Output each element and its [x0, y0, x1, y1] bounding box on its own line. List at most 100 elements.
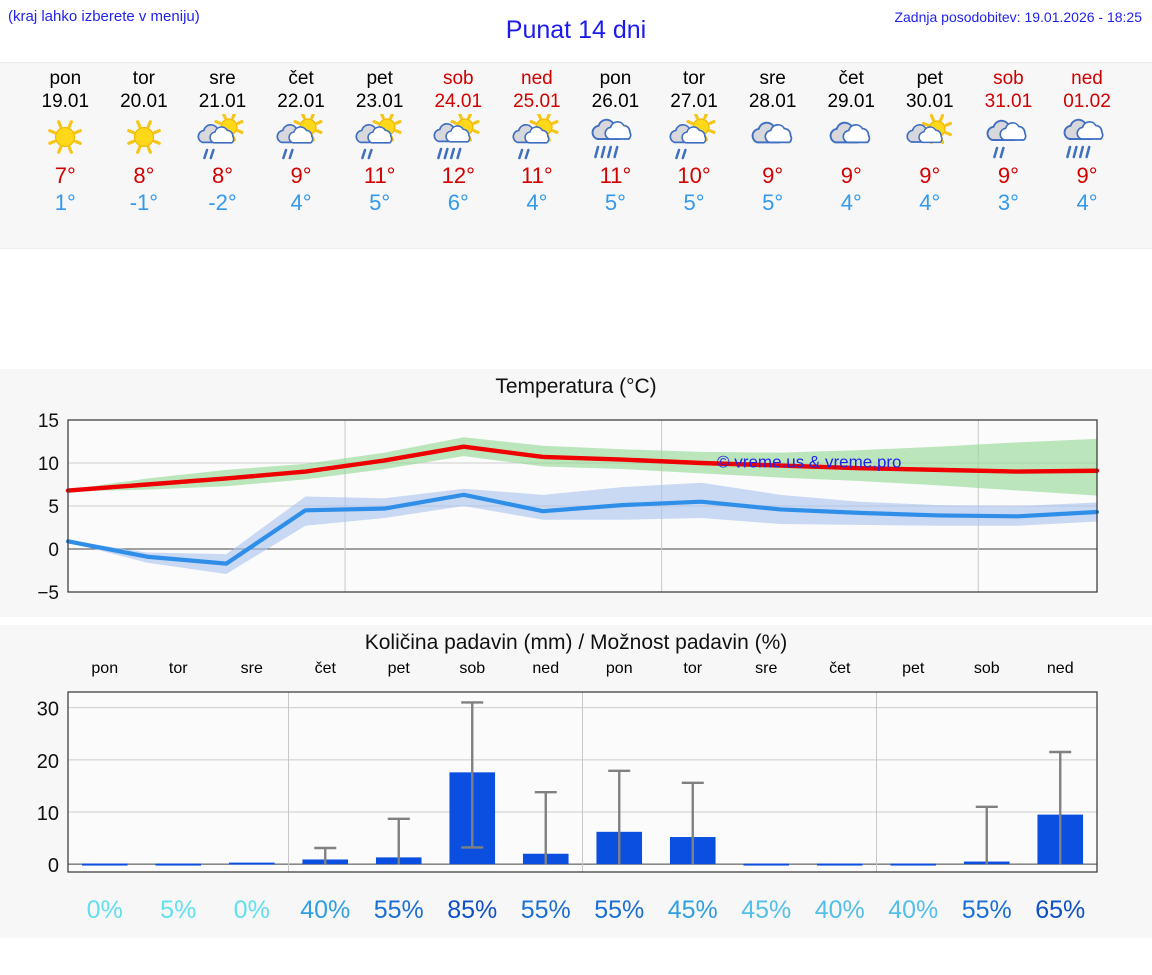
- day-name: sre: [759, 68, 786, 89]
- temperature-chart-title: Temperatura (°C): [495, 375, 657, 398]
- forecast-day-2[interactable]: tor 20.01 8° -1°: [105, 63, 184, 248]
- temp-max: 9°: [762, 163, 784, 188]
- forecast-day-9[interactable]: tor 27.01 10° 5°: [655, 63, 734, 248]
- day-name: sre: [209, 68, 236, 89]
- forecast-day-11[interactable]: čet 29.01 9° 4°: [812, 63, 891, 248]
- temperature-plot: −5 0 5 10 15 © vreme.us & vreme.pro: [0, 402, 1152, 617]
- temp-max: 8°: [211, 163, 233, 188]
- sun-icon: [113, 114, 175, 160]
- precip-probability: 0%: [233, 896, 270, 924]
- precip-probability: 65%: [1035, 896, 1086, 924]
- precip-bar: [890, 863, 937, 866]
- day-name: sob: [993, 68, 1024, 89]
- precip-day-label: čet: [314, 660, 336, 677]
- precipitation-chart: Količina padavin (mm) / Možnost padavin …: [0, 625, 1152, 938]
- temp-max: 10°: [677, 163, 711, 188]
- temp-max: 9°: [919, 163, 941, 188]
- day-name: pet: [916, 68, 944, 89]
- temp-max: 11°: [599, 163, 632, 188]
- precipitation-plot: 0 10 20 30: [0, 682, 1152, 892]
- day-name: sob: [442, 68, 474, 89]
- temp-max: 8°: [133, 163, 155, 188]
- forecast-day-1[interactable]: pon 19.01 7° 1°: [26, 63, 105, 248]
- temp-max: 7°: [54, 163, 76, 188]
- watermark: © vreme.us & vreme.pro: [717, 452, 901, 471]
- svg-text:10: 10: [38, 454, 59, 475]
- precip-probability: 45%: [741, 896, 792, 924]
- day-name: tor: [132, 68, 155, 89]
- temp-min: 1°: [54, 190, 76, 215]
- cloud-rain-icon: [977, 114, 1039, 160]
- temp-max: 12°: [441, 163, 475, 188]
- precip-day-label: sre: [755, 660, 778, 677]
- day-name: pet: [366, 68, 393, 89]
- day-name: čet: [288, 68, 314, 89]
- temperature-chart: Temperatura (°C) −5 0 5 10 15 © vreme.us & vr…: [0, 369, 1152, 617]
- precip-day-label: sob: [459, 660, 486, 677]
- precip-probability: 55%: [373, 896, 424, 924]
- forecast-day-14[interactable]: ned 01.02 9° 4°: [1048, 63, 1127, 248]
- precipitation-svg: 0 10 20 30: [37, 691, 1098, 877]
- forecast-days: pon 19.01 7° 1° tor 20.01 8° -1° sre 21.01 8° -2° č…: [0, 63, 1152, 248]
- cloud-heavy-rain-icon: [1056, 114, 1118, 160]
- forecast-day-10[interactable]: sre 28.01 9° 5°: [733, 63, 812, 248]
- precip-day-label: sre: [240, 660, 263, 677]
- svg-text:20: 20: [37, 751, 59, 773]
- sun-cloud-rain-icon: [506, 114, 568, 160]
- temp-min: -1°: [129, 190, 159, 215]
- precip-probability: 45%: [667, 896, 718, 924]
- temp-min: 5°: [762, 190, 784, 215]
- day-date: 01.02: [1063, 91, 1111, 112]
- cloud-icon: [820, 114, 882, 160]
- forecast-day-12[interactable]: pet 30.01 9° 4°: [891, 63, 970, 248]
- day-name: pon: [599, 68, 632, 89]
- forecast-day-6[interactable]: sob 24.01 12° 6°: [419, 63, 498, 248]
- temp-min: -2°: [208, 190, 237, 215]
- precip-probability: 40%: [300, 896, 351, 924]
- temp-max: 11°: [363, 163, 396, 188]
- day-date: 25.01: [513, 91, 561, 112]
- forecast-day-4[interactable]: čet 22.01 9° 4°: [262, 63, 341, 248]
- precipitation-day-labels: pon tor sre čet pet sob ned pon tor sre čet pet sob n…: [0, 658, 1152, 682]
- svg-text:0: 0: [48, 855, 59, 877]
- day-date: 26.01: [591, 91, 640, 112]
- menu-hint[interactable]: (kraj lahko izberete v meniju): [8, 8, 200, 25]
- forecast-strip: pon 19.01 7° 1° tor 20.01 8° -1° sre 21.01 8° -2° č…: [0, 62, 1152, 249]
- forecast-day-13[interactable]: sob 31.01 9° 3°: [969, 63, 1048, 248]
- precip-day-label: tor: [168, 660, 188, 677]
- temp-min: 4°: [840, 190, 862, 215]
- day-name: tor: [682, 68, 706, 89]
- precip-day-label: sob: [973, 660, 1000, 677]
- sun-cloud-rain-icon: [191, 114, 253, 160]
- precip-day-label: ned: [1046, 660, 1074, 677]
- precip-probability: 55%: [961, 896, 1012, 924]
- precip-bar: [743, 863, 790, 866]
- svg-text:30: 30: [37, 699, 59, 721]
- svg-text:−5: −5: [37, 583, 59, 604]
- day-date: 30.01: [906, 91, 954, 112]
- day-date: 23.01: [355, 91, 404, 112]
- svg-text:0: 0: [48, 540, 59, 561]
- precip-day-label: čet: [829, 660, 851, 677]
- temp-min: 4°: [919, 190, 941, 215]
- day-date: 31.01: [984, 91, 1033, 112]
- temp-min: 6°: [447, 190, 469, 215]
- temp-min: 4°: [526, 190, 548, 215]
- precip-probability: 55%: [520, 896, 571, 924]
- precip-day-label: pon: [91, 660, 119, 677]
- precipitation-probability-row: 0% 5% 0% 40% 55% 85% 55% 55% 45% 45% 40% 40% 55% 65%: [0, 892, 1152, 938]
- forecast-day-3[interactable]: sre 21.01 8° -2°: [183, 63, 262, 248]
- sun-cloud-rain-icon: [270, 114, 332, 160]
- svg-text:15: 15: [38, 411, 59, 432]
- temp-max: 9°: [290, 163, 312, 188]
- forecast-day-5[interactable]: pet 23.01 11° 5°: [340, 63, 419, 248]
- day-date: 19.01: [41, 91, 90, 112]
- forecast-day-8[interactable]: pon 26.01 11° 5°: [576, 63, 655, 248]
- forecast-day-7[interactable]: ned 25.01 11° 4°: [498, 63, 577, 248]
- precip-day-label: tor: [683, 660, 703, 677]
- precip-probability: 0%: [86, 896, 123, 924]
- temp-min: 3°: [997, 190, 1019, 215]
- svg-text:5: 5: [48, 497, 59, 518]
- precipitation-chart-title: Količina padavin (mm) / Možnost padavin …: [364, 631, 788, 654]
- day-date: 27.01: [670, 91, 718, 112]
